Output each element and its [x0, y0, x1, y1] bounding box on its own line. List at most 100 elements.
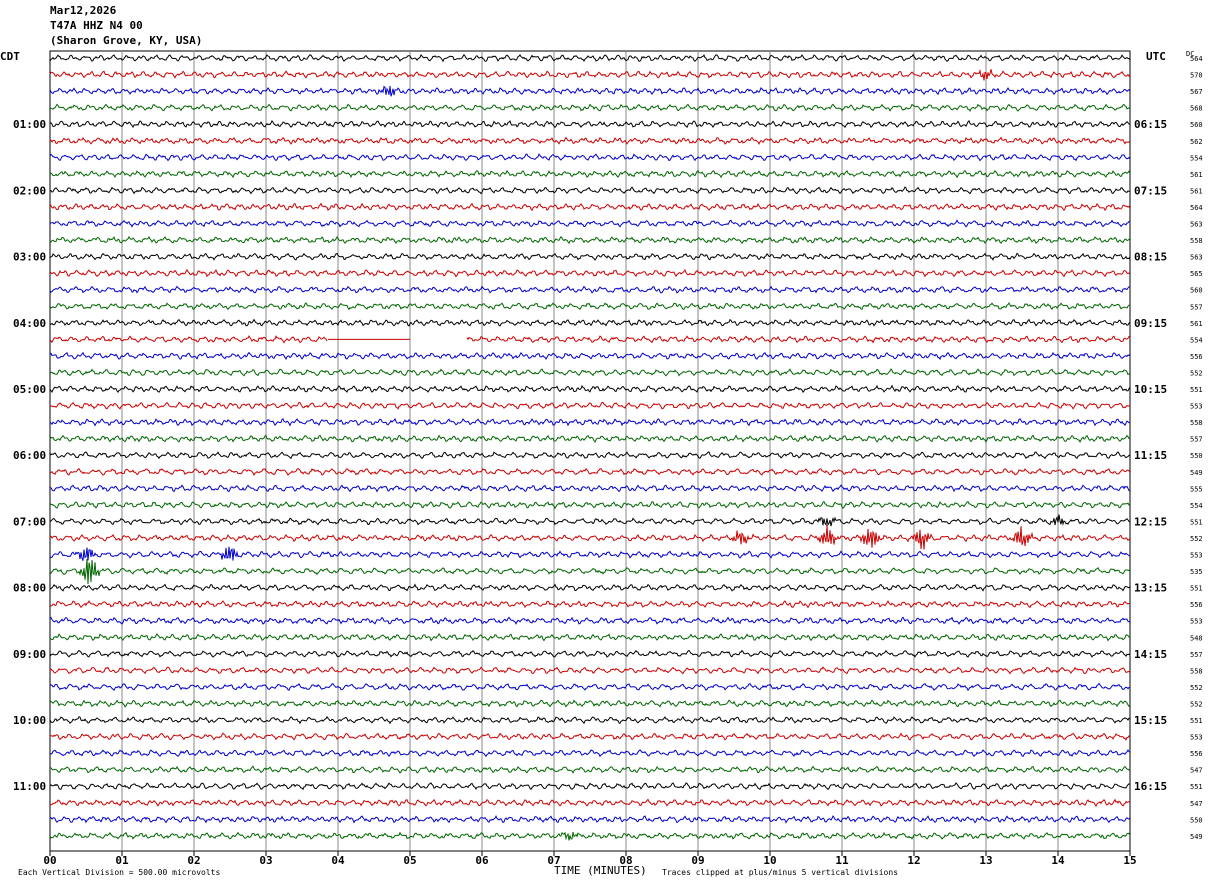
dc-offset-value: 554	[1190, 502, 1203, 510]
dc-offset-value: 552	[1190, 684, 1203, 692]
left-hour-label: 01:00	[13, 118, 46, 131]
right-hour-label: 12:15	[1134, 515, 1167, 528]
seismic-trace	[49, 782, 1131, 791]
seismic-trace	[49, 85, 1131, 97]
left-timezone-label: CDT	[0, 50, 20, 63]
dc-offset-value: 552	[1190, 535, 1203, 543]
seismic-trace	[49, 384, 1131, 393]
dc-offset-value: 535	[1190, 568, 1203, 576]
dc-offset-value: 561	[1190, 320, 1203, 328]
seismic-trace	[49, 335, 1131, 344]
seismic-trace	[49, 169, 1131, 179]
seismic-trace	[49, 153, 1131, 162]
seismic-trace	[49, 186, 1131, 195]
x-tick-label: 13	[979, 854, 992, 867]
scale-note: Each Vertical Division = 500.00 microvol…	[18, 868, 221, 877]
seismic-trace	[49, 616, 1131, 625]
dc-offset-value: 553	[1190, 734, 1203, 742]
x-tick-label: 00	[43, 854, 56, 867]
left-hour-label: 09:00	[13, 648, 46, 661]
seismic-trace	[49, 600, 1131, 609]
right-hour-label: 08:15	[1134, 251, 1167, 264]
seismic-trace	[49, 467, 1131, 476]
seismic-trace	[49, 103, 1131, 112]
dc-offset-value: 560	[1190, 287, 1203, 295]
dc-offset-value: 565	[1190, 270, 1203, 278]
x-tick-label: 03	[259, 854, 272, 867]
dc-offset-value: 563	[1190, 254, 1203, 262]
dc-offset-value: 551	[1190, 386, 1203, 394]
dc-offset-value: 554	[1190, 336, 1203, 344]
dc-offset-value: 551	[1190, 585, 1203, 593]
x-tick-label: 06	[475, 854, 489, 867]
dc-offset-value: 561	[1190, 187, 1203, 195]
seismic-trace	[49, 53, 1131, 63]
dc-offset-value: 560	[1190, 121, 1203, 129]
x-tick-label: 11	[835, 854, 849, 867]
seismic-trace	[50, 401, 1131, 410]
dc-offset-value: 549	[1190, 469, 1203, 477]
seismic-trace	[49, 302, 1130, 311]
seismic-trace	[49, 368, 1131, 377]
x-tick-label: 14	[1051, 854, 1065, 867]
seismic-trace	[49, 68, 1131, 81]
plot-frame	[49, 50, 1131, 852]
location-label: (Sharon Grove, KY, USA)	[50, 34, 203, 47]
seismic-trace	[49, 831, 1131, 841]
dc-offset-value: 557	[1190, 303, 1203, 311]
seismic-trace	[49, 632, 1131, 642]
dc-offset-value: 558	[1190, 237, 1203, 245]
seismic-trace	[49, 699, 1131, 708]
left-hour-label: 02:00	[13, 184, 46, 197]
seismic-trace	[49, 749, 1131, 758]
x-tick-label: 15	[1123, 854, 1136, 867]
dc-offset-value: 562	[1190, 138, 1203, 146]
dc-offset-value: 552	[1190, 700, 1203, 708]
dc-offset-value: 567	[1190, 88, 1203, 96]
date-label: Mar12,2026	[50, 4, 117, 17]
dc-offset-value: 558	[1190, 419, 1203, 427]
seismic-trace	[49, 252, 1131, 261]
seismic-trace	[49, 500, 1131, 510]
dc-offset-value: 547	[1190, 800, 1203, 808]
dc-offset-value: 551	[1190, 717, 1203, 725]
x-tick-label: 01	[115, 854, 129, 867]
seismic-trace	[50, 732, 1131, 741]
dc-offset-value: 551	[1190, 518, 1203, 526]
seismic-trace	[49, 285, 1131, 294]
seismic-trace	[49, 235, 1131, 245]
right-hour-label: 15:15	[1134, 714, 1167, 727]
dc-offset-value: 553	[1190, 403, 1203, 411]
seismic-trace	[49, 649, 1131, 658]
seismic-trace	[49, 815, 1131, 824]
x-tick-label: 10	[763, 854, 776, 867]
seismic-trace	[49, 583, 1131, 592]
left-hour-label: 05:00	[13, 383, 46, 396]
seismic-trace	[49, 546, 1131, 561]
seismic-trace	[49, 798, 1131, 808]
dc-offset-value: 557	[1190, 436, 1203, 444]
x-tick-label: 12	[907, 854, 920, 867]
dc-offset-value: 564	[1190, 55, 1203, 63]
dc-offset-value: 561	[1190, 171, 1203, 179]
right-hour-label: 10:15	[1134, 383, 1167, 396]
seismic-trace	[49, 202, 1131, 212]
seismic-trace	[49, 268, 1131, 278]
seismic-trace	[49, 484, 1130, 493]
left-hour-label: 07:00	[13, 515, 46, 528]
dc-offset-value: 550	[1190, 452, 1203, 460]
left-hour-label: 08:00	[13, 582, 46, 595]
left-hour-label: 03:00	[13, 251, 46, 264]
dc-offset-value: 554	[1190, 154, 1203, 162]
seismic-trace	[49, 558, 1131, 585]
seismic-trace	[49, 318, 1131, 327]
left-hour-label: 10:00	[13, 714, 46, 727]
right-hour-label: 14:15	[1134, 648, 1167, 661]
dc-offset-value: 558	[1190, 667, 1203, 675]
dc-offset-value: 549	[1190, 833, 1203, 841]
seismic-trace	[49, 715, 1131, 725]
right-hour-label: 16:15	[1134, 780, 1167, 793]
dc-offset-value: 570	[1190, 72, 1203, 80]
right-hour-label: 11:15	[1134, 449, 1167, 462]
